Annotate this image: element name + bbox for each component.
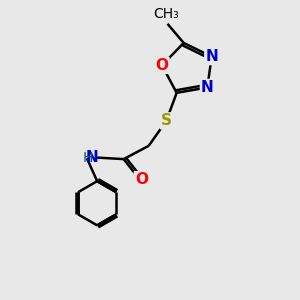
Text: N: N bbox=[201, 80, 214, 95]
Text: N: N bbox=[205, 49, 218, 64]
Text: S: S bbox=[161, 113, 172, 128]
Text: O: O bbox=[155, 58, 169, 73]
Text: O: O bbox=[135, 172, 148, 187]
Text: N: N bbox=[86, 150, 99, 165]
Text: H: H bbox=[82, 151, 93, 165]
Text: CH₃: CH₃ bbox=[153, 8, 179, 21]
